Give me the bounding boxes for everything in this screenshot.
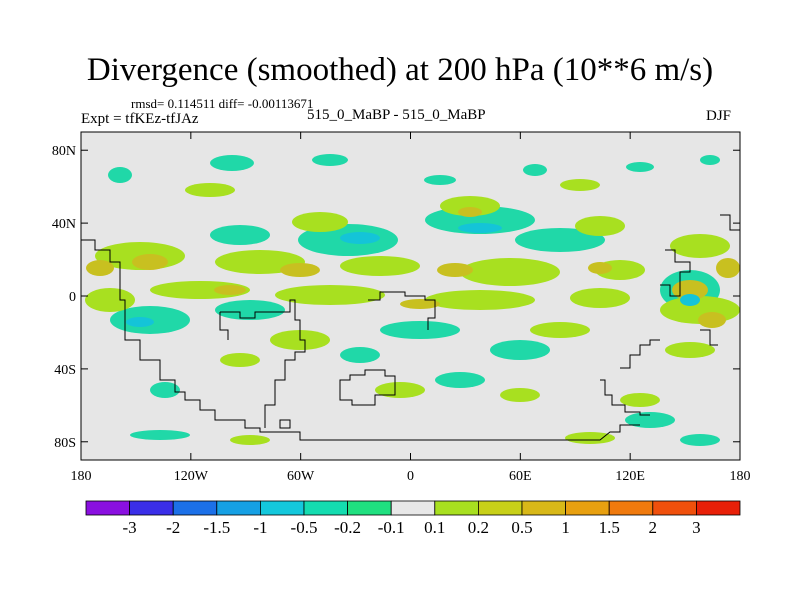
colorbar-swatch — [390, 500, 436, 516]
colorbar-swatch — [434, 500, 479, 516]
runs-label: 515_0_MaBP - 515_0_MaBP — [307, 107, 486, 123]
colorbar-label: -0.2 — [334, 518, 361, 537]
colorbar-label: 1 — [561, 518, 570, 537]
colorbar-swatch — [347, 500, 392, 516]
weak-positive-divergence-patches — [85, 179, 740, 445]
divergence-field — [81, 154, 740, 446]
lat-tick-label: 40S — [54, 363, 76, 378]
colorbar-swatch — [696, 500, 741, 516]
colorbar-swatch — [129, 500, 174, 516]
lat-tick-label: 80N — [52, 144, 76, 159]
lon-tick-label: 120E — [615, 469, 645, 484]
moderate-positive-divergence-patches — [86, 207, 740, 328]
colorbar-label: -0.5 — [291, 518, 318, 537]
colorbar-label: 0.5 — [511, 518, 532, 537]
colorbar: -3 -2 -1.5 -1 -0.5 -0.2 -0.1 0.1 0.2 0.5 1 1.5 2 3 — [85, 500, 741, 537]
colorbar-swatch — [303, 500, 348, 516]
lon-tick-label: 120W — [174, 469, 209, 484]
colorbar-swatch — [652, 500, 697, 516]
colorbar-label: -2 — [166, 518, 180, 537]
colorbar-swatch — [608, 500, 654, 516]
lat-tick-label: 0 — [69, 290, 76, 305]
lat-tick-label: 80S — [54, 436, 76, 451]
lon-tick-label: 180 — [71, 469, 92, 484]
colorbar-swatch — [565, 500, 610, 516]
colorbar-swatch — [85, 500, 130, 516]
colorbar-swatch — [216, 500, 261, 516]
colorbar-label: -1.5 — [203, 518, 230, 537]
coastlines — [81, 214, 740, 441]
colorbar-label: 0.2 — [468, 518, 489, 537]
colorbar-label: -1 — [253, 518, 267, 537]
lon-tick-label: 60W — [287, 469, 315, 484]
colorbar-swatch — [259, 500, 305, 516]
colorbar-label: 1.5 — [599, 518, 620, 537]
stats-subtitle: rmsd= 0.114511 diff= -0.00113671 — [131, 96, 314, 111]
colorbar-label: 2 — [649, 518, 658, 537]
colorbar-label: -0.1 — [378, 518, 405, 537]
strong-negative-divergence-patches — [126, 223, 700, 327]
season-label: DJF — [706, 108, 732, 124]
map-axes: 80N 40N 0 40S 80S 180 120W 60W 0 60E 120E 180 — [52, 132, 751, 484]
lat-tick-label: 40N — [52, 217, 76, 232]
colorbar-label: 3 — [692, 518, 701, 537]
colorbar-swatch — [477, 500, 523, 516]
lon-tick-label: 180 — [730, 469, 751, 484]
experiment-label: Expt = tfKEz-tfJAz — [81, 111, 199, 127]
colorbar-label: 0.1 — [424, 518, 445, 537]
colorbar-swatch — [172, 500, 218, 516]
plot-title: Divergence (smoothed) at 200 hPa (10**6 … — [86, 52, 714, 88]
colorbar-label: -3 — [123, 518, 137, 537]
lon-tick-label: 60E — [509, 469, 532, 484]
colorbar-swatch — [521, 500, 566, 516]
lon-tick-label: 0 — [407, 469, 414, 484]
